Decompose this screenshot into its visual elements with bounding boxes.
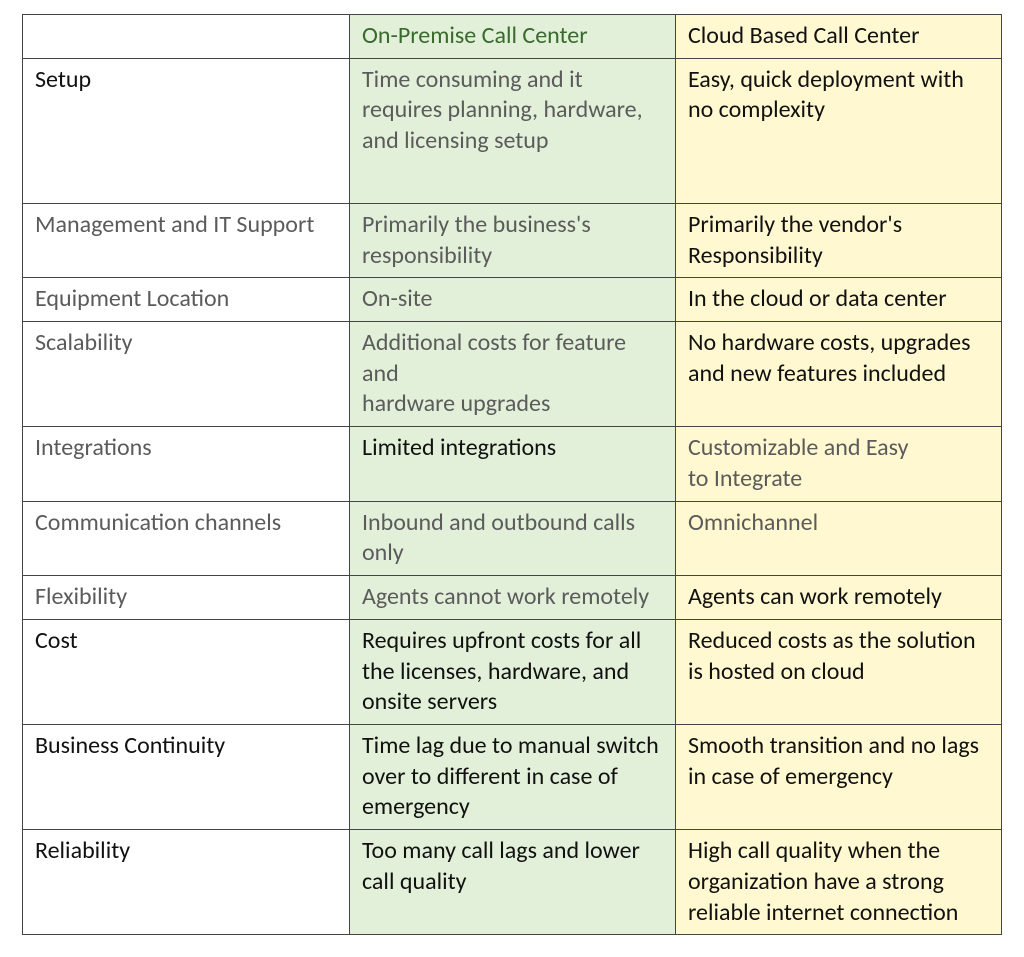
row-cloud: Reduced costs as the solution is hosted … bbox=[675, 619, 1001, 724]
row-onprem: Requires upfront costs for all the licen… bbox=[349, 619, 675, 724]
row-label: Flexibility bbox=[23, 576, 350, 620]
table-row: Equipment LocationOn-siteIn the cloud or… bbox=[23, 278, 1002, 322]
row-onprem: Time lag due to manual switch over to di… bbox=[349, 724, 675, 829]
row-label: Equipment Location bbox=[23, 278, 350, 322]
table-row: Management and IT SupportPrimarily the b… bbox=[23, 203, 1002, 277]
table-row: Communication channelsInbound and outbou… bbox=[23, 501, 1002, 575]
row-onprem: Time consuming and it requires planning,… bbox=[349, 58, 675, 203]
header-onprem: On-Premise Call Center bbox=[349, 15, 675, 59]
row-cloud: Customizable and Easy to Integrate bbox=[675, 427, 1001, 501]
table-row: ScalabilityAdditional costs for feature … bbox=[23, 322, 1002, 427]
row-label: Business Continuity bbox=[23, 724, 350, 829]
row-onprem: On-site bbox=[349, 278, 675, 322]
row-label: Management and IT Support bbox=[23, 203, 350, 277]
row-onprem: Additional costs for feature and hardwar… bbox=[349, 322, 675, 427]
row-cloud: Smooth transition and no lags in case of… bbox=[675, 724, 1001, 829]
row-label: Setup bbox=[23, 58, 350, 203]
row-label: Communication channels bbox=[23, 501, 350, 575]
table-row: IntegrationsLimited integrationsCustomiz… bbox=[23, 427, 1002, 501]
row-onprem: Limited integrations bbox=[349, 427, 675, 501]
comparison-page: On-Premise Call Center Cloud Based Call … bbox=[0, 0, 1024, 957]
row-cloud: Easy, quick deployment with no complexit… bbox=[675, 58, 1001, 203]
row-cloud: No hardware costs, upgrades and new feat… bbox=[675, 322, 1001, 427]
row-label: Scalability bbox=[23, 322, 350, 427]
table-row: SetupTime consuming and it requires plan… bbox=[23, 58, 1002, 203]
row-cloud: Primarily the vendor's Responsibility bbox=[675, 203, 1001, 277]
header-cloud: Cloud Based Call Center bbox=[675, 15, 1001, 59]
table-header-row: On-Premise Call Center Cloud Based Call … bbox=[23, 15, 1002, 59]
row-cloud: Agents can work remotely bbox=[675, 576, 1001, 620]
row-onprem: Primarily the business's responsibility bbox=[349, 203, 675, 277]
corner-cell bbox=[23, 15, 350, 59]
row-onprem: Agents cannot work remotely bbox=[349, 576, 675, 620]
row-cloud: Omnichannel bbox=[675, 501, 1001, 575]
row-label: Cost bbox=[23, 619, 350, 724]
table-row: FlexibilityAgents cannot work remotelyAg… bbox=[23, 576, 1002, 620]
row-onprem: Inbound and outbound calls only bbox=[349, 501, 675, 575]
table-row: Business ContinuityTime lag due to manua… bbox=[23, 724, 1002, 829]
table-row: CostRequires upfront costs for all the l… bbox=[23, 619, 1002, 724]
comparison-table: On-Premise Call Center Cloud Based Call … bbox=[22, 14, 1002, 935]
row-label: Integrations bbox=[23, 427, 350, 501]
row-cloud: In the cloud or data center bbox=[675, 278, 1001, 322]
